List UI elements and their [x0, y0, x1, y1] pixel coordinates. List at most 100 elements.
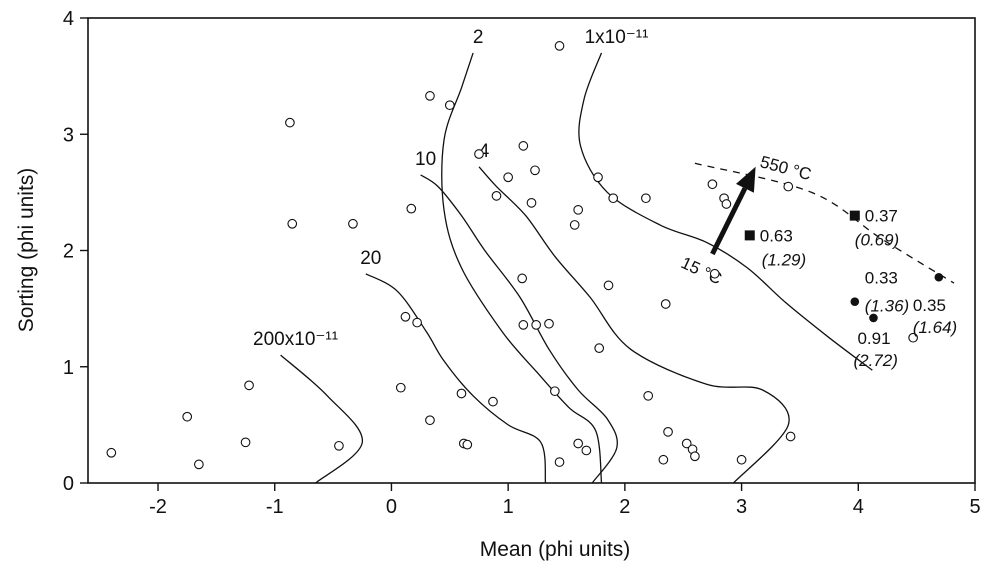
- open-circle-point: [456, 388, 467, 399]
- open-circle-point: [425, 91, 435, 101]
- open-circle-point: [182, 411, 193, 422]
- filled-circle-point: [869, 313, 878, 323]
- axis-ticks: -2 -1 0 1 2 3 4 5 0 1 2 3 4: [63, 8, 981, 518]
- arrow-shaft: [710, 187, 748, 256]
- open-circle-point: [517, 273, 528, 284]
- open-circle-point: [663, 427, 673, 437]
- data-label-value: 0.91: [857, 329, 890, 348]
- open-circle-point: [106, 447, 117, 458]
- dashed-trend-line: [694, 162, 955, 284]
- open-circle-point: [573, 204, 584, 215]
- open-circle-point: [462, 439, 473, 450]
- x-tick-label: 1: [503, 496, 514, 518]
- filled-square-point: [849, 210, 860, 221]
- open-circle-point: [530, 165, 540, 176]
- filled-circle-point: [934, 272, 944, 282]
- x-tick-label: 5: [969, 496, 980, 518]
- open-circle-point: [491, 191, 502, 201]
- open-circle-point: [709, 268, 720, 279]
- contour-line: [280, 354, 363, 484]
- open-circle-point: [721, 199, 732, 209]
- y-axis-label: Sorting (phi units): [15, 168, 38, 333]
- plot-border: [87, 17, 976, 484]
- open-circle-point: [531, 320, 542, 330]
- open-circle-point: [412, 317, 422, 328]
- open-circle-point: [569, 220, 580, 230]
- open-circle-point: [554, 41, 565, 51]
- contour-label: 10: [415, 149, 436, 170]
- contour-label: 20: [360, 248, 381, 269]
- contour-lines: 200x10⁻¹¹ 20 10 4 2 1x10⁻¹¹: [253, 27, 873, 484]
- x-tick-label: -2: [149, 496, 167, 518]
- open-circle-point: [660, 299, 671, 309]
- data-label-sub: (1.36): [865, 297, 909, 316]
- x-tick-label: -1: [266, 496, 284, 518]
- open-circle-point: [736, 454, 747, 465]
- contour-label: 200x10⁻¹¹: [253, 329, 338, 350]
- filled-square-point: [744, 230, 755, 241]
- y-tick-label: 4: [63, 8, 74, 30]
- filled-circle-point: [850, 297, 860, 306]
- open-circle-point: [785, 431, 796, 442]
- open-circle-point: [518, 141, 529, 151]
- open-circle-point: [593, 172, 603, 183]
- contour-label: 4: [479, 141, 490, 162]
- open-circle-point: [643, 390, 654, 401]
- open-circle-point: [518, 320, 529, 330]
- temperature-label: 550 °C: [758, 152, 813, 184]
- open-circle-point: [908, 332, 918, 343]
- open-circle-point: [406, 203, 417, 214]
- x-axis-label: Mean (phi units): [480, 538, 631, 561]
- open-circle-point: [400, 311, 411, 322]
- y-tick-label: 1: [63, 357, 74, 379]
- open-circle-point: [594, 343, 605, 354]
- contour-line: [478, 166, 790, 484]
- contour-line: [365, 273, 547, 484]
- open-circle-point: [240, 437, 251, 448]
- open-circle-point: [444, 100, 455, 111]
- contour-line: [578, 52, 873, 371]
- open-circle-point: [425, 415, 435, 426]
- open-circle-point: [573, 438, 584, 449]
- data-label-value: 0.37: [865, 207, 898, 226]
- contour-label: 1x10⁻¹¹: [585, 27, 649, 48]
- open-circle-point: [544, 318, 554, 329]
- x-tick-label: 4: [853, 496, 864, 518]
- open-circle-point: [244, 380, 254, 391]
- data-label-sub: (1.64): [913, 318, 957, 337]
- contour-line: [441, 52, 603, 484]
- data-label-value: 0.63: [760, 226, 793, 245]
- open-circle-point: [488, 396, 498, 407]
- data-label-value: 0.35: [913, 296, 946, 315]
- open-circle-point: [194, 459, 204, 470]
- open-circle-point: [581, 445, 592, 456]
- x-tick-label: 3: [736, 496, 747, 518]
- annotations: 550 °C15 °C: [678, 152, 955, 288]
- open-circle-point: [395, 382, 406, 393]
- plot-frame: [87, 17, 976, 484]
- open-circle-point: [707, 179, 718, 190]
- open-circle-point: [658, 454, 669, 465]
- open-circle-point: [603, 280, 614, 291]
- x-tick-label: 0: [386, 496, 397, 518]
- open-circle-point: [334, 440, 344, 451]
- open-circle-point: [608, 193, 619, 204]
- open-circle-point: [348, 218, 358, 229]
- y-tick-label: 2: [63, 241, 74, 263]
- data-label-sub: (0.69): [855, 231, 899, 250]
- data-label-sub: (1.29): [762, 250, 806, 269]
- open-circle-point: [287, 218, 298, 229]
- open-circle-point: [474, 149, 484, 159]
- y-tick-label: 3: [63, 124, 74, 146]
- contour-line: [420, 174, 618, 484]
- contour-label: 2: [473, 27, 484, 48]
- open-circle-point: [285, 117, 295, 128]
- x-tick-label: 2: [619, 496, 630, 518]
- arrow-head: [736, 166, 756, 193]
- data-points: 0.63 (1.29) 0.37 (0.69) 0.33 (1.36) 0.91 (2.72)…: [106, 41, 957, 470]
- open-circle-point: [526, 197, 537, 208]
- open-circle-point: [503, 172, 514, 183]
- data-label-sub: (2.72): [853, 351, 897, 370]
- open-circle-point: [783, 181, 794, 192]
